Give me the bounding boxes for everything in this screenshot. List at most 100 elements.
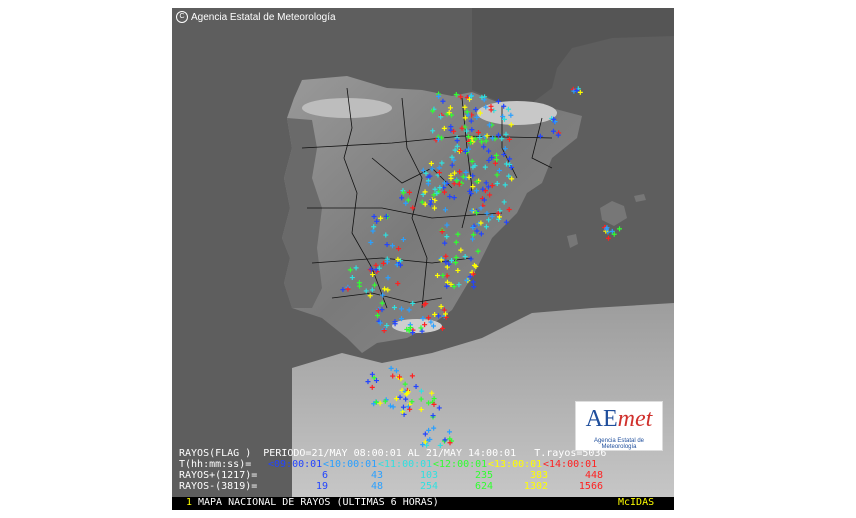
lightning-strike-marker [468, 140, 474, 146]
lightning-strike-marker [451, 195, 457, 201]
lightning-strike-marker [427, 173, 433, 179]
lightning-strike-marker [483, 180, 489, 186]
lightning-strike-marker [609, 228, 615, 234]
lightning-strike-marker [422, 189, 428, 195]
lightning-strike-marker [431, 192, 437, 198]
lightning-strike-marker [481, 197, 487, 203]
lightning-strike-marker [489, 183, 495, 189]
lightning-strike-marker [441, 307, 447, 313]
lightning-strike-marker [436, 170, 442, 176]
lightning-strike-marker [463, 169, 469, 175]
lightning-strike-marker [503, 219, 509, 225]
lightning-strike-marker [469, 127, 475, 133]
africa-landmass [292, 303, 674, 510]
lightning-strike-marker [370, 272, 376, 278]
negative-strike-count: 624 [474, 481, 493, 492]
lightning-strike-marker [436, 93, 442, 99]
lightning-strike-marker [444, 264, 450, 270]
time-bins-label: T(hh:mm:ss)= [179, 459, 252, 470]
lightning-strike-marker [484, 133, 490, 139]
lightning-strike-marker [404, 390, 410, 396]
map-canvas [282, 8, 674, 510]
lightning-strike-marker [462, 124, 468, 130]
lightning-strike-marker [468, 93, 474, 99]
lightning-strike-marker [472, 163, 478, 169]
lightning-strike-marker [399, 195, 405, 201]
lightning-strike-marker [470, 173, 476, 179]
lightning-strike-marker [577, 89, 583, 95]
lightning-strike-marker [428, 161, 434, 167]
lightning-strike-marker [441, 180, 447, 186]
lightning-strike-marker [420, 442, 426, 448]
portugal-landmass [282, 118, 322, 308]
lightning-strike-marker [385, 287, 391, 293]
time-bin-label: <11:00:01 [378, 459, 433, 470]
lightning-strike-marker [456, 181, 462, 187]
lightning-strike-marker [438, 114, 444, 120]
lightning-strike-marker [489, 214, 495, 220]
lightning-summary-panel: RAYOS(FLAG ) PERIODO=21/MAY 08:00:01 AL … [172, 448, 674, 510]
agency-credit-text: Agencia Estatal de Meteorología [191, 11, 336, 23]
lightning-strike-marker [377, 400, 383, 406]
aemet-logo: AEmet Agencia Estatal de Meteorología [575, 401, 663, 451]
lightning-strike-marker [451, 157, 457, 163]
lightning-strike-marker [431, 396, 437, 402]
lightning-strike-marker [426, 315, 432, 321]
lightning-strike-marker [495, 98, 501, 104]
lightning-strike-marker [446, 261, 452, 267]
time-bin-label: <13:00:01 [488, 459, 543, 470]
lightning-strike-marker [418, 325, 424, 331]
lightning-strike-marker [481, 97, 487, 103]
positive-strikes-label: RAYOS+(1217)= [179, 470, 258, 481]
lightning-strike-marker [458, 94, 464, 100]
lightning-strike-marker [432, 311, 438, 317]
lightning-strike-marker [438, 257, 444, 263]
footer-software: McIDAS [618, 497, 655, 508]
lightning-strike-marker [506, 207, 512, 213]
aemet-wordmark: AEmet [585, 406, 653, 432]
lightning-strike-marker [502, 146, 508, 152]
negative-strikes-label: RAYOS-(3819)= [179, 481, 258, 492]
lightning-strike-marker [420, 316, 426, 322]
positive-strike-count: 43 [370, 470, 383, 481]
lightning-strike-marker [373, 267, 379, 273]
period-line: RAYOS(FLAG ) PERIODO=21/MAY 08:00:01 AL … [179, 448, 607, 459]
lightning-strike-marker [374, 218, 380, 224]
lightning-strike-marker [442, 207, 448, 213]
lightning-strike-marker [396, 246, 402, 252]
lightning-strike-marker [475, 248, 481, 254]
lightning-strike-marker [369, 287, 375, 293]
lightning-strike-marker [373, 262, 379, 268]
lightning-strike-marker [571, 88, 577, 94]
lightning-strike-marker [401, 411, 407, 417]
lightning-strike-marker [353, 265, 359, 271]
lightning-strike-marker [453, 91, 459, 97]
lightning-strike-marker [502, 182, 508, 188]
negative-strike-count: 254 [419, 481, 438, 492]
lightning-strike-marker [603, 226, 609, 232]
lightning-strike-marker [345, 286, 351, 292]
lightning-strike-marker [424, 442, 430, 448]
lightning-strike-marker [466, 146, 472, 152]
lightning-strike-marker [469, 158, 475, 164]
lightning-strike-marker [488, 107, 494, 113]
lightning-strike-marker [507, 162, 513, 168]
lightning-strike-marker [496, 214, 502, 220]
lightning-strike-marker [459, 180, 465, 186]
lightning-strike-marker [448, 127, 454, 133]
lightning-strike-marker [555, 132, 561, 138]
lightning-strike-marker [413, 383, 419, 389]
lightning-strike-marker [423, 301, 429, 307]
lightning-map: C Agencia Estatal de Meteorología AEmet … [172, 8, 674, 510]
lightning-strike-marker [398, 258, 404, 264]
lightning-strike-marker [375, 313, 381, 319]
lightning-strike-marker [441, 125, 447, 131]
lightning-strike-marker [443, 259, 449, 265]
lightning-strike-marker [451, 181, 457, 187]
lightning-strike-marker [383, 232, 389, 238]
lightning-strike-marker [436, 313, 442, 319]
lightning-strike-marker [376, 265, 382, 271]
lightning-strike-marker [371, 214, 377, 220]
lightning-strike-marker [369, 384, 375, 390]
lightning-strike-marker [405, 197, 411, 203]
